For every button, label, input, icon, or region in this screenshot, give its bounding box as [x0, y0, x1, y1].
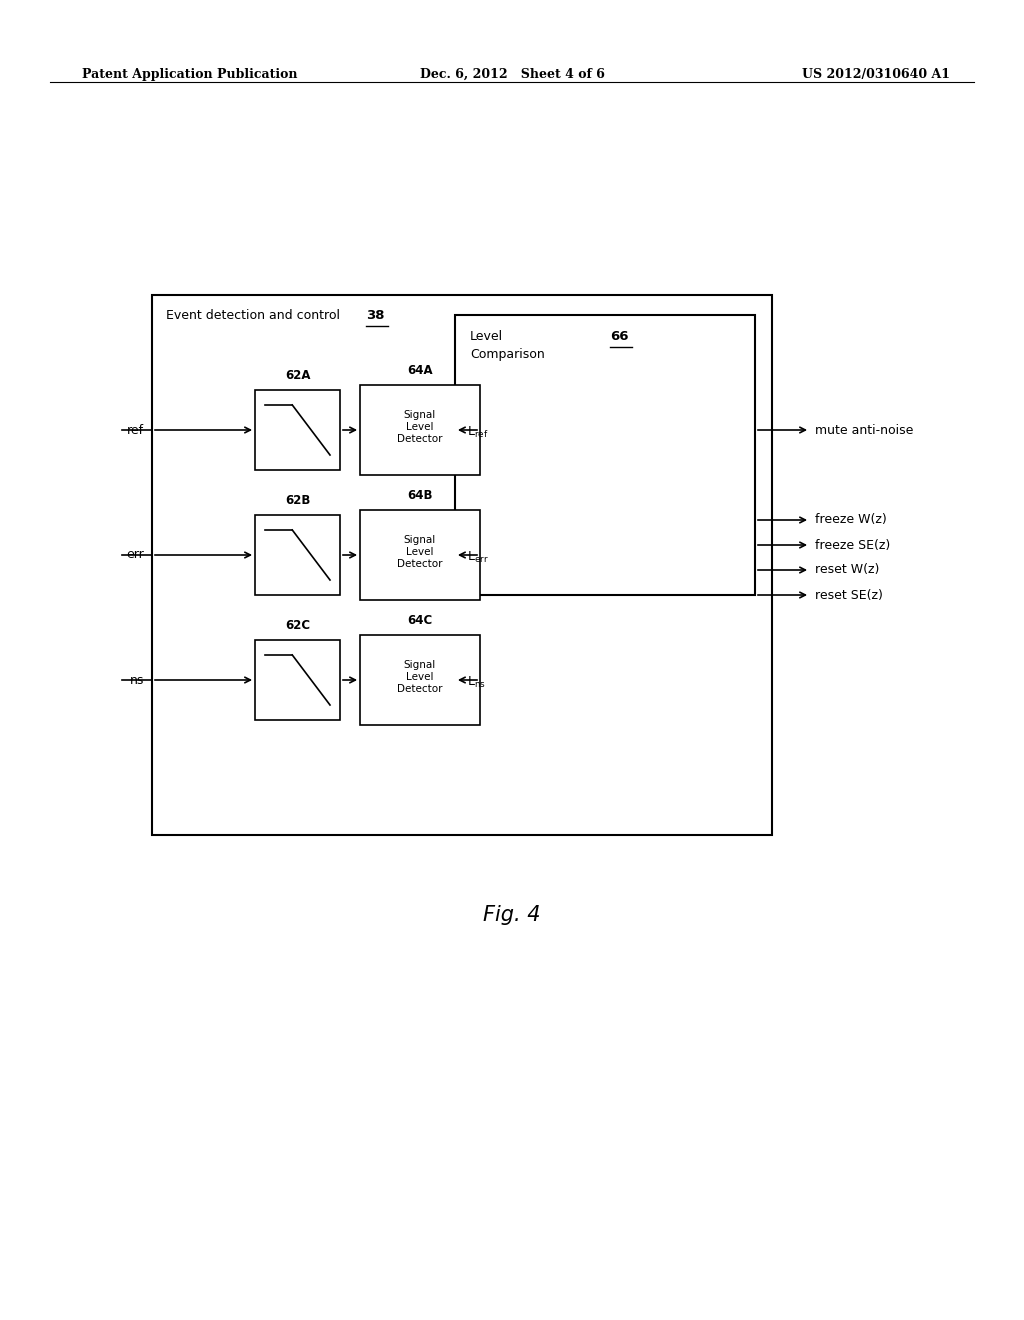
- Text: 62A: 62A: [285, 370, 310, 381]
- Bar: [152, 294, 772, 836]
- Text: 64C: 64C: [408, 614, 432, 627]
- Text: Fig. 4: Fig. 4: [483, 906, 541, 925]
- Text: 38: 38: [366, 309, 384, 322]
- Text: freeze W(z): freeze W(z): [815, 513, 887, 527]
- Text: 62C: 62C: [285, 619, 310, 632]
- Text: Signal
Level
Detector: Signal Level Detector: [397, 409, 442, 445]
- Bar: [255, 389, 340, 470]
- Text: Signal
Level
Detector: Signal Level Detector: [397, 535, 442, 569]
- Text: reset SE(z): reset SE(z): [815, 589, 883, 602]
- Bar: [255, 640, 340, 719]
- Text: Level
Comparison: Level Comparison: [470, 330, 545, 360]
- Bar: [360, 385, 480, 475]
- Text: $\mathregular{L}$$_\mathregular{ref}$: $\mathregular{L}$$_\mathregular{ref}$: [467, 425, 488, 440]
- Text: $\mathregular{L}$$_\mathregular{err}$: $\mathregular{L}$$_\mathregular{err}$: [467, 549, 488, 565]
- Bar: [255, 515, 340, 595]
- Bar: [360, 635, 480, 725]
- Text: Dec. 6, 2012   Sheet 4 of 6: Dec. 6, 2012 Sheet 4 of 6: [420, 69, 604, 81]
- Text: 64B: 64B: [408, 488, 433, 502]
- Text: reset W(z): reset W(z): [815, 564, 880, 577]
- Text: Signal
Level
Detector: Signal Level Detector: [397, 660, 442, 694]
- Bar: [455, 315, 755, 595]
- Text: US 2012/0310640 A1: US 2012/0310640 A1: [802, 69, 950, 81]
- Text: err: err: [126, 549, 144, 561]
- Text: $\mathregular{L}$$_\mathregular{ns}$: $\mathregular{L}$$_\mathregular{ns}$: [467, 675, 485, 689]
- Text: Event detection and control: Event detection and control: [166, 309, 340, 322]
- Text: freeze SE(z): freeze SE(z): [815, 539, 890, 552]
- Text: ref: ref: [127, 424, 144, 437]
- Text: mute anti-noise: mute anti-noise: [815, 424, 913, 437]
- Text: Patent Application Publication: Patent Application Publication: [82, 69, 298, 81]
- Text: 62B: 62B: [285, 494, 310, 507]
- Text: 64A: 64A: [408, 364, 433, 378]
- Bar: [360, 510, 480, 601]
- Text: ns: ns: [130, 673, 144, 686]
- Text: 66: 66: [610, 330, 629, 343]
